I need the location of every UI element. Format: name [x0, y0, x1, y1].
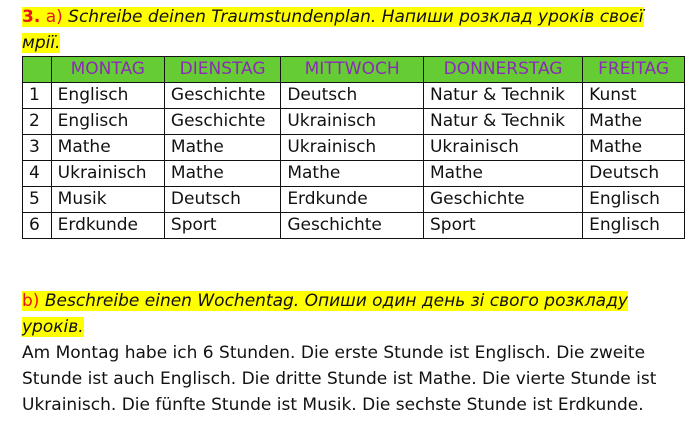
- task-b: b) Beschreibe einen Wochentag. Опиши оди…: [22, 288, 687, 340]
- table-cell: Mathe: [582, 108, 685, 135]
- table-cell: 5: [22, 186, 52, 213]
- table-row: 3 Mathe Mathe Ukrainisch Ukrainisch Mathe: [22, 134, 685, 161]
- table-row: 2 Englisch Geschichte Ukrainisch Natur & Tec…: [22, 108, 685, 135]
- table-cell: Erdkunde: [50, 212, 165, 239]
- task-b-text: Beschreibe einen Wochentag. Опиши один д…: [22, 291, 628, 337]
- table-cell: Geschichte: [280, 212, 424, 239]
- table-cell: Erdkunde: [280, 186, 424, 213]
- table-cell: 6: [22, 212, 52, 239]
- column-header: [22, 56, 52, 83]
- table-cell: 1: [22, 82, 52, 109]
- table-cell: Deutsch: [280, 82, 424, 109]
- column-header: MONTAG: [50, 56, 165, 83]
- table-cell: Natur & Technik: [422, 82, 584, 109]
- table-cell: Mathe: [582, 134, 685, 161]
- task-a: 3. a) Schreibe deinen Traumstundenplan. …: [22, 4, 687, 56]
- table-cell: Kunst: [582, 82, 685, 109]
- table-row: 1 Englisch Geschichte Deutsch Natur & Techni…: [22, 82, 685, 109]
- table-cell: Deutsch: [163, 186, 282, 213]
- table-row: 4 Ukrainisch Mathe Mathe Mathe Deutsch: [22, 160, 685, 187]
- table-cell: Geschichte: [422, 186, 584, 213]
- task-number: 3.: [22, 7, 41, 27]
- table-row: 6 Erdkunde Sport Geschichte Sport Englisch: [22, 212, 685, 239]
- column-header: DONNERSTAG: [422, 56, 584, 83]
- table-cell: Englisch: [582, 186, 685, 213]
- table-cell: Sport: [422, 212, 584, 239]
- table-cell: 2: [22, 108, 52, 135]
- table-cell: Mathe: [163, 134, 282, 161]
- table-cell: Ukrainisch: [50, 160, 165, 187]
- column-header: FREITAG: [582, 56, 685, 83]
- table-cell: Mathe: [422, 160, 584, 187]
- table-cell: Geschichte: [163, 82, 282, 109]
- table-cell: 3: [22, 134, 52, 161]
- table-row: 5 Musik Deutsch Erdkunde Geschichte Englisch: [22, 186, 685, 213]
- table-cell: Geschichte: [163, 108, 282, 135]
- table-cell: 4: [22, 160, 52, 187]
- table-cell: Englisch: [582, 212, 685, 239]
- task-letter: b): [22, 291, 40, 311]
- table-cell: Englisch: [50, 82, 165, 109]
- column-header: MITTWOCH: [280, 56, 424, 83]
- table-cell: Musik: [50, 186, 165, 213]
- table-cell: Deutsch: [582, 160, 685, 187]
- table-header-row: MONTAG DIENSTAG MITTWOCH DONNERSTAG FREITAG: [22, 56, 685, 83]
- column-header: DIENSTAG: [163, 56, 282, 83]
- table-cell: Mathe: [50, 134, 165, 161]
- table-cell: Englisch: [50, 108, 165, 135]
- timetable: MONTAG DIENSTAG MITTWOCH DONNERSTAG FREITAG …: [22, 56, 685, 239]
- task-a-text: Schreibe deinen Traumstundenplan. Напиши…: [22, 7, 644, 53]
- table-cell: Mathe: [280, 160, 424, 187]
- answer-text: Am Montag habe ich 6 Stunden. Die erste …: [22, 343, 657, 415]
- task-letter: a): [45, 7, 63, 27]
- table-cell: Ukrainisch: [422, 134, 584, 161]
- table-cell: Natur & Technik: [422, 108, 584, 135]
- table-cell: Ukrainisch: [280, 108, 424, 135]
- table-cell: Sport: [163, 212, 282, 239]
- table-cell: Mathe: [163, 160, 282, 187]
- table-cell: Ukrainisch: [280, 134, 424, 161]
